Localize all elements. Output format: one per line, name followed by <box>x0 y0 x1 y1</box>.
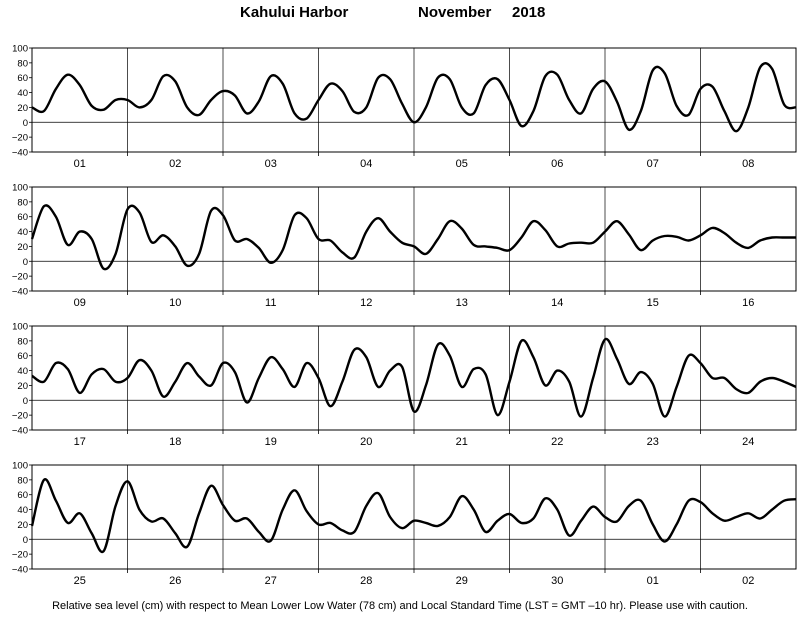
day-label: 17 <box>74 436 86 448</box>
day-label: 18 <box>169 436 181 448</box>
y-tick-label: −40 <box>12 148 28 159</box>
day-label: 26 <box>169 575 181 587</box>
y-tick-label: 80 <box>17 58 28 69</box>
y-tick-label: 0 <box>23 396 28 407</box>
y-tick-label: 100 <box>12 44 28 55</box>
tide-series-line <box>30 478 797 554</box>
day-label: 30 <box>551 575 563 587</box>
day-label: 11 <box>265 297 276 309</box>
chart-title-month: November <box>418 4 492 21</box>
day-label: 10 <box>169 297 181 309</box>
day-label: 08 <box>742 158 754 170</box>
y-tick-label: 20 <box>17 103 28 114</box>
y-tick-label: 60 <box>17 351 28 362</box>
y-tick-label: 80 <box>17 336 28 347</box>
day-label: 27 <box>265 575 277 587</box>
day-label: 20 <box>360 436 372 448</box>
y-tick-label: 100 <box>12 322 28 333</box>
day-label: 21 <box>456 436 468 448</box>
y-tick-label: 40 <box>17 505 28 516</box>
y-tick-label: −40 <box>12 565 28 576</box>
chart-title-station: Kahului Harbor <box>240 4 349 21</box>
y-tick-label: 40 <box>17 88 28 99</box>
day-label: 22 <box>551 436 563 448</box>
y-tick-label: 60 <box>17 73 28 84</box>
y-tick-label: 100 <box>12 183 28 194</box>
y-tick-label: 100 <box>12 461 28 472</box>
day-label: 16 <box>742 297 754 309</box>
day-label: 02 <box>742 575 754 587</box>
day-label: 14 <box>551 297 563 309</box>
y-tick-label: 40 <box>17 227 28 238</box>
day-label: 29 <box>456 575 468 587</box>
day-label: 23 <box>647 436 659 448</box>
y-tick-label: 0 <box>23 118 28 129</box>
y-tick-label: 40 <box>17 366 28 377</box>
chart-title-year: 2018 <box>512 4 546 21</box>
y-tick-label: 60 <box>17 212 28 223</box>
day-label: 06 <box>551 158 563 170</box>
day-label: 19 <box>265 436 277 448</box>
day-label: 04 <box>360 158 372 170</box>
day-label: 07 <box>647 158 659 170</box>
y-tick-label: −40 <box>12 287 28 298</box>
day-label: 01 <box>74 158 86 170</box>
day-label: 13 <box>456 297 468 309</box>
tide-series-line <box>30 204 796 271</box>
y-tick-label: −20 <box>12 133 28 144</box>
day-label: 12 <box>360 297 372 309</box>
y-tick-label: 60 <box>17 490 28 501</box>
day-label: 03 <box>265 158 277 170</box>
day-label: 25 <box>74 575 86 587</box>
chart-caption: Relative sea level (cm) with respect to … <box>52 600 748 612</box>
y-tick-label: 80 <box>17 475 28 486</box>
y-tick-label: 0 <box>23 535 28 546</box>
day-label: 28 <box>360 575 372 587</box>
day-label: 05 <box>456 158 468 170</box>
y-tick-label: 20 <box>17 381 28 392</box>
y-tick-label: −20 <box>12 411 28 422</box>
tide-series-line <box>31 337 797 418</box>
y-tick-label: 80 <box>17 197 28 208</box>
day-label: 15 <box>647 297 659 309</box>
day-label: 24 <box>742 436 754 448</box>
tide-series-line <box>31 62 797 133</box>
y-tick-label: −20 <box>12 272 28 283</box>
y-tick-label: 0 <box>23 257 28 268</box>
y-tick-label: −40 <box>12 426 28 437</box>
y-tick-label: 20 <box>17 242 28 253</box>
day-label: 09 <box>74 297 86 309</box>
y-tick-label: −20 <box>12 550 28 561</box>
day-label: 01 <box>647 575 659 587</box>
y-tick-label: 20 <box>17 520 28 531</box>
day-label: 02 <box>169 158 181 170</box>
